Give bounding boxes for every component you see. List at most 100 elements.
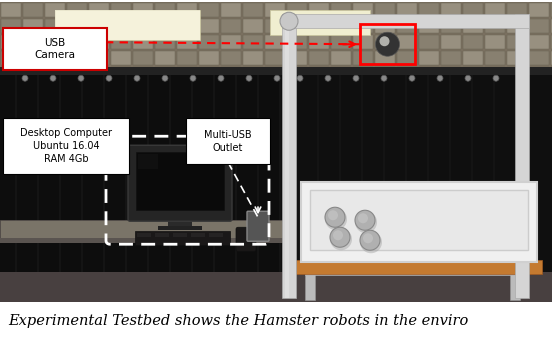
Bar: [419, 3, 439, 17]
Bar: [441, 51, 461, 65]
Bar: [353, 3, 373, 17]
Bar: [331, 67, 351, 81]
FancyBboxPatch shape: [128, 145, 232, 221]
Bar: [177, 19, 197, 33]
Text: Desktop Computer
Ubuntu 16.04
RAM 4Gb: Desktop Computer Ubuntu 16.04 RAM 4Gb: [20, 128, 112, 164]
Circle shape: [375, 32, 400, 56]
Bar: [397, 51, 417, 65]
Bar: [67, 67, 87, 81]
Bar: [1, 35, 21, 49]
Bar: [296, 17, 336, 25]
Bar: [1, 19, 21, 33]
Bar: [125, 75, 127, 272]
Circle shape: [353, 75, 359, 81]
Bar: [89, 3, 109, 17]
Bar: [45, 19, 65, 33]
Bar: [301, 182, 537, 262]
Bar: [529, 3, 549, 17]
Circle shape: [381, 75, 387, 81]
Bar: [221, 3, 241, 17]
Bar: [551, 19, 552, 33]
Bar: [485, 35, 505, 49]
Circle shape: [355, 211, 377, 233]
Bar: [507, 3, 527, 17]
Bar: [529, 19, 549, 33]
Bar: [177, 3, 197, 17]
Circle shape: [297, 75, 303, 81]
Bar: [111, 35, 131, 49]
Bar: [375, 35, 395, 49]
Text: Experimental Testbed shows the Hamster robots in the enviro: Experimental Testbed shows the Hamster r…: [8, 314, 468, 328]
Bar: [1, 67, 21, 81]
Circle shape: [363, 233, 373, 243]
Bar: [353, 35, 373, 49]
Bar: [235, 75, 237, 272]
Circle shape: [50, 75, 56, 81]
Bar: [111, 19, 131, 33]
Circle shape: [22, 75, 28, 81]
Bar: [59, 75, 61, 272]
Bar: [155, 67, 175, 81]
Bar: [55, 10, 200, 40]
Circle shape: [218, 75, 224, 81]
Bar: [0, 67, 552, 75]
Bar: [485, 67, 505, 81]
Bar: [507, 51, 527, 65]
Bar: [507, 19, 527, 33]
Text: Multi-USB
Outlet: Multi-USB Outlet: [204, 130, 252, 153]
Bar: [155, 51, 175, 65]
Bar: [221, 35, 241, 49]
Bar: [285, 14, 289, 298]
Circle shape: [409, 75, 415, 81]
Bar: [287, 51, 307, 65]
Circle shape: [493, 75, 499, 81]
Bar: [169, 75, 171, 272]
Bar: [177, 67, 197, 81]
Bar: [209, 233, 223, 237]
Bar: [463, 35, 483, 49]
Bar: [463, 19, 483, 33]
Bar: [173, 233, 187, 237]
Bar: [243, 67, 263, 81]
Bar: [397, 3, 417, 17]
Bar: [529, 51, 549, 65]
Bar: [397, 19, 417, 33]
Bar: [23, 35, 43, 49]
Bar: [265, 51, 285, 65]
Bar: [463, 67, 483, 81]
Bar: [339, 75, 341, 272]
Bar: [265, 67, 285, 81]
Bar: [360, 24, 415, 64]
Circle shape: [360, 230, 380, 250]
Bar: [317, 75, 319, 272]
Bar: [375, 67, 395, 81]
Bar: [507, 35, 527, 49]
Bar: [551, 67, 552, 81]
Bar: [137, 233, 151, 237]
Bar: [361, 75, 363, 272]
Bar: [510, 272, 520, 300]
Bar: [67, 3, 87, 17]
Circle shape: [325, 75, 331, 81]
Bar: [287, 3, 307, 17]
Bar: [551, 35, 552, 49]
Bar: [331, 35, 351, 49]
Bar: [397, 67, 417, 81]
Bar: [89, 67, 109, 81]
Bar: [463, 3, 483, 17]
Bar: [309, 51, 329, 65]
Bar: [23, 3, 43, 17]
Bar: [221, 51, 241, 65]
Bar: [168, 219, 192, 227]
Bar: [279, 75, 281, 272]
Bar: [67, 51, 87, 65]
FancyBboxPatch shape: [236, 227, 256, 251]
Bar: [199, 35, 219, 49]
Bar: [133, 51, 153, 65]
Bar: [191, 233, 205, 237]
Circle shape: [325, 208, 347, 230]
FancyBboxPatch shape: [3, 118, 129, 174]
Bar: [0, 238, 285, 243]
Circle shape: [380, 36, 390, 46]
Circle shape: [162, 75, 168, 81]
